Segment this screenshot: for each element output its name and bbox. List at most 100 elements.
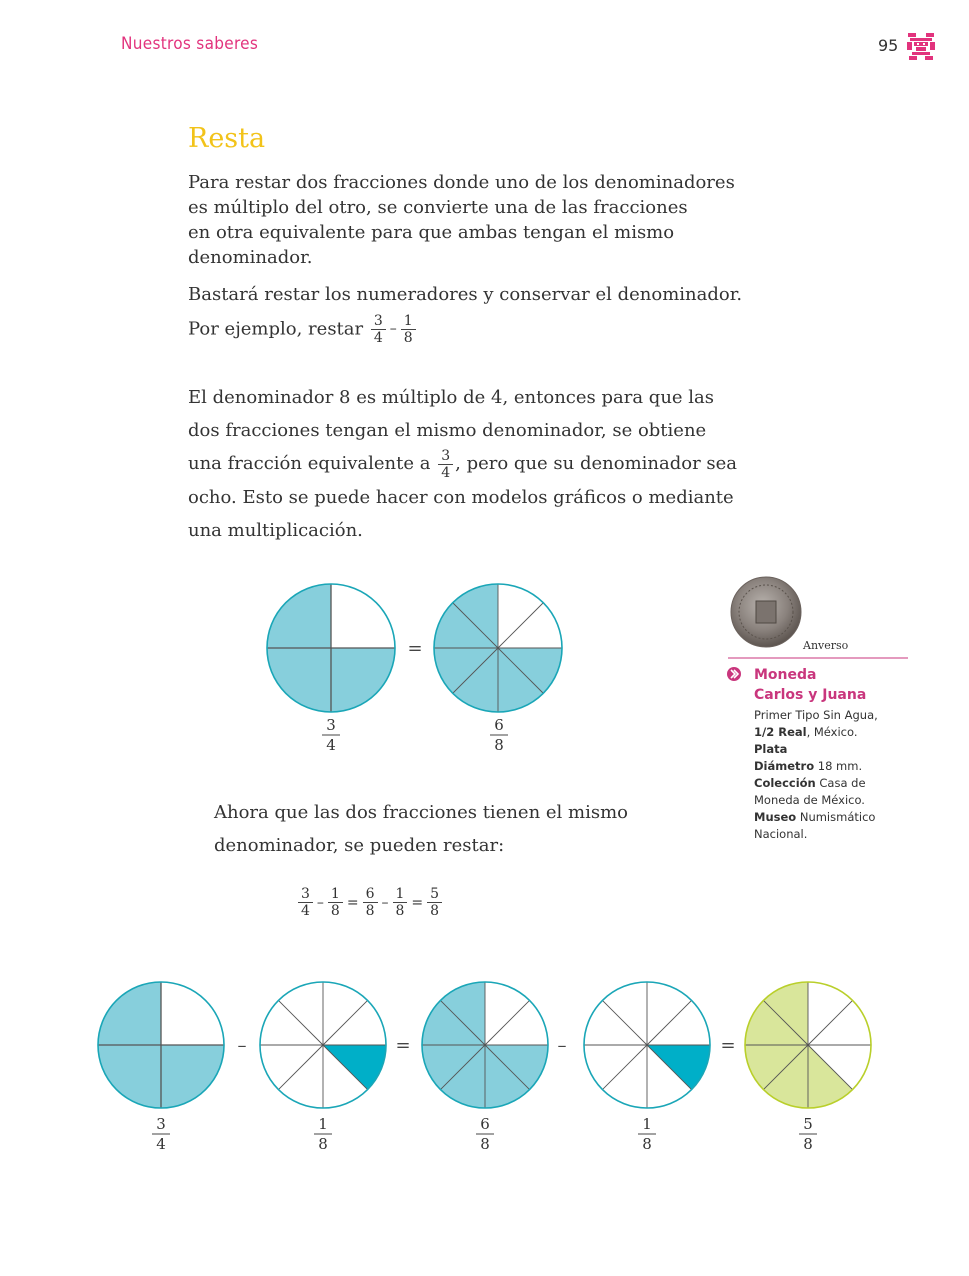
division-line (763, 1044, 809, 1090)
numerator: 1 (642, 1115, 652, 1133)
circle-3-4 (97, 981, 225, 1109)
shaded-sector (331, 648, 395, 712)
division-line (484, 1044, 530, 1090)
section-heading: Resta (188, 123, 266, 154)
text-line: ocho. Esto se puede hacer con modelos gr… (188, 486, 734, 508)
circle-outline (433, 583, 563, 713)
text-line: dos fracciones tengan el mismo denominad… (188, 420, 707, 441)
shaded-sector (422, 1045, 485, 1090)
shaded-sector (647, 1045, 711, 1090)
chevron-right-icon (727, 667, 741, 681)
denominator: 4 (326, 736, 336, 754)
division-line (278, 1000, 324, 1046)
paragraph-rule: Bastará restar los numeradores y conserv… (188, 282, 768, 346)
coin-caption: Moneda Carlos y Juana Primer Tipo Sin Ag… (754, 665, 914, 843)
circle-1-8 (583, 981, 711, 1109)
circle-1-8 (259, 981, 387, 1109)
equation-operator: = (411, 894, 424, 911)
shaded-sector (434, 648, 498, 694)
shaded-sector (267, 648, 331, 712)
division-line (763, 1000, 809, 1046)
shaded-sector (161, 1045, 224, 1108)
circle-3-4 (266, 583, 396, 713)
numerator: 1 (318, 1115, 328, 1133)
operator: = (407, 638, 422, 659)
fraction-label: 58 (799, 1115, 817, 1153)
division-line (452, 602, 499, 649)
shaded-sector (745, 1045, 808, 1090)
denominator: 8 (642, 1135, 652, 1153)
shaded-sector (323, 1045, 386, 1090)
fraction-label: 18 (638, 1115, 656, 1153)
text-inline: Por ejemplo, restar (188, 318, 364, 340)
division-line (807, 1044, 853, 1090)
text-line: una multiplicación. (188, 519, 363, 541)
denominator: 8 (803, 1135, 813, 1153)
operator: = (720, 1035, 735, 1056)
text-line: Bastará restar los numeradores y conserv… (188, 284, 743, 305)
division-line (452, 647, 499, 694)
text-line: denominador. (188, 247, 313, 268)
numerator: 3 (326, 716, 336, 734)
page-number: 95 (878, 36, 899, 55)
caption-line: Nacional. (754, 827, 808, 841)
shaded-sector (485, 1045, 530, 1108)
shaded-sector (745, 1000, 808, 1045)
shaded-sector (267, 584, 331, 648)
circle-outline (583, 981, 711, 1109)
circle-5-8 (744, 981, 872, 1109)
circle-outline (97, 981, 225, 1109)
operator: = (395, 1035, 410, 1056)
text-line: en otra equivalente para que ambas tenga… (188, 222, 675, 243)
division-line (497, 602, 544, 649)
circle-outline (421, 981, 549, 1109)
equation-operator: – (316, 894, 324, 911)
caption-line: Colección Casa de (754, 776, 866, 790)
subtraction-equation: 3 4–1 8 = 6 8–1 8 = 5 8 (296, 886, 444, 919)
paragraph-explanation: El denominador 8 es múltiplo de 4, enton… (188, 381, 788, 547)
shaded-sector (452, 648, 498, 712)
shaded-sector (440, 982, 485, 1045)
shaded-sector (485, 1045, 548, 1090)
text-line: El denominador 8 es múltiplo de 4, enton… (188, 387, 715, 408)
operator: – (558, 1035, 567, 1056)
numerator: 6 (494, 716, 504, 734)
coin-title: Moneda (754, 667, 817, 683)
coin-image: Anverso (728, 576, 908, 659)
section-title: Nuestros saberes (121, 34, 259, 54)
fraction-label: 34 (322, 716, 340, 754)
caption-line: Plata (754, 742, 788, 756)
caption-line: Museo Numismático (754, 810, 876, 824)
division-line (602, 1000, 648, 1046)
division-line (440, 1044, 486, 1090)
division-line (646, 1000, 692, 1046)
shaded-sector (763, 982, 808, 1045)
numerator: 3 (156, 1115, 166, 1133)
fraction-label: 68 (490, 716, 508, 754)
division-line (602, 1044, 648, 1090)
fraction-label: 18 (314, 1115, 332, 1153)
equation-operator: – (381, 894, 389, 911)
caption-line: Moneda de México. (754, 793, 865, 807)
circle-outline (744, 981, 872, 1109)
shaded-sector (498, 648, 544, 712)
paragraph-intro: Para restar dos fracciones donde uno de … (188, 170, 768, 270)
circle-outline (259, 981, 387, 1109)
text-line: Ahora que las dos fracciones tienen el m… (214, 802, 628, 823)
division-line (807, 1000, 853, 1046)
division-line (440, 1000, 486, 1046)
division-line (322, 1000, 368, 1046)
numerator: 6 (480, 1115, 490, 1133)
division-line (646, 1044, 692, 1090)
denominator: 8 (318, 1135, 328, 1153)
division-line (322, 1044, 368, 1090)
denominator: 8 (494, 736, 504, 754)
